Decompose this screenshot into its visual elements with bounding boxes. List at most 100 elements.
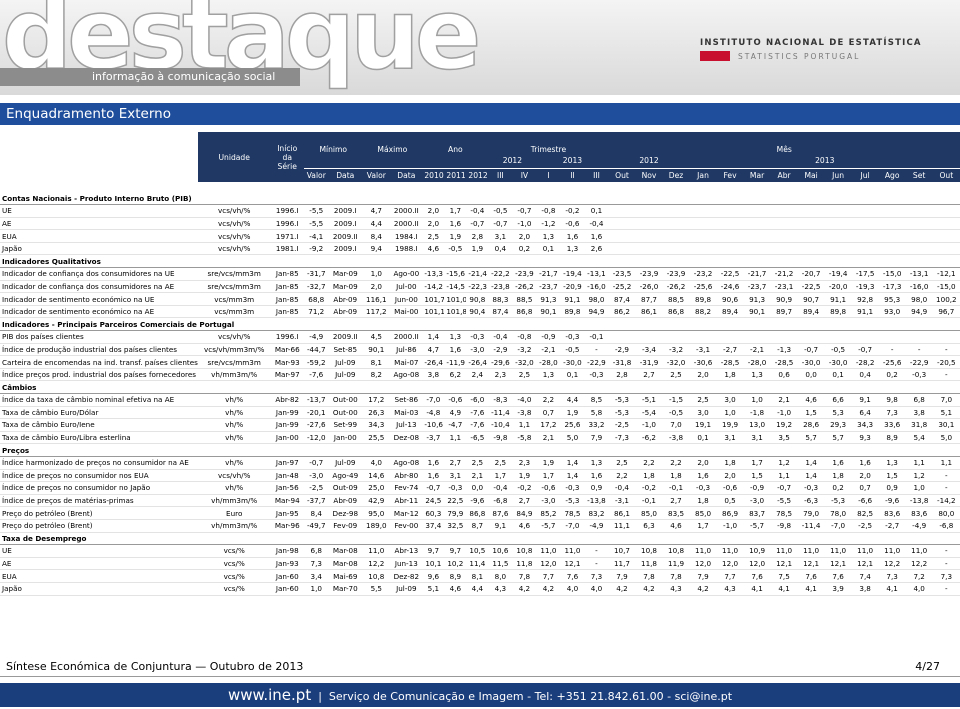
cell: vh/mm3m/% bbox=[198, 494, 271, 508]
cell: -1,0 bbox=[716, 519, 744, 533]
tag-band bbox=[0, 68, 300, 86]
cell: 4,6 bbox=[512, 519, 537, 533]
cell: -26,4 bbox=[466, 355, 489, 369]
cell: 1,8 bbox=[716, 368, 744, 382]
cell: -4,9 bbox=[905, 519, 933, 533]
cell: 32,5 bbox=[444, 519, 467, 533]
row-label: Indicador de sentimento económico na UE bbox=[0, 292, 199, 306]
cell: Dez-82 bbox=[390, 569, 423, 583]
cell: -23,9 bbox=[512, 267, 537, 281]
cell: 22,5 bbox=[444, 494, 467, 508]
cell: Set-99 bbox=[328, 418, 363, 432]
cell: vh/% bbox=[198, 406, 271, 420]
head-cell: Data bbox=[328, 167, 363, 182]
cell: -0,3 bbox=[560, 330, 585, 344]
cell: 2,7 bbox=[512, 494, 537, 508]
cell: 0,0 bbox=[466, 481, 489, 495]
cell: 2,7 bbox=[444, 456, 467, 470]
cell: 2,5 bbox=[466, 456, 489, 470]
section-title: Preços bbox=[0, 443, 960, 457]
cell: 9,1 bbox=[851, 393, 879, 407]
cell: 6,6 bbox=[824, 393, 852, 407]
cell: -28,5 bbox=[770, 355, 798, 369]
cell: 7,8 bbox=[662, 569, 690, 583]
cell: 9,4 bbox=[362, 242, 391, 256]
cell: -6,5 bbox=[466, 431, 489, 445]
cell: 2009.I bbox=[328, 217, 363, 231]
cell: Dez-08 bbox=[390, 431, 423, 445]
cell: -21,4 bbox=[466, 267, 489, 281]
row-label: PIB dos países clientes bbox=[0, 330, 199, 344]
cell: Mai-00 bbox=[390, 305, 423, 319]
cell: 19,9 bbox=[716, 418, 744, 432]
cell: -0,5 bbox=[824, 343, 852, 357]
cell: 1,7 bbox=[536, 469, 561, 483]
cell: 3,5 bbox=[770, 431, 798, 445]
data-row: EUA vcs/% Jan-60 3,4 Mai-69 10,8 Dez-82 9,6 8,9 8… bbox=[0, 569, 960, 583]
cell: 8,0 bbox=[488, 569, 513, 583]
head-cell: Máximo bbox=[362, 132, 423, 168]
empty-cell bbox=[608, 242, 636, 256]
cell: vh/% bbox=[198, 481, 271, 495]
cell: 34,3 bbox=[362, 418, 391, 432]
cell: 2,5 bbox=[488, 456, 513, 470]
cell: Abr-09 bbox=[328, 292, 363, 306]
cell: Jan-85 bbox=[270, 280, 305, 294]
cell: 78,0 bbox=[824, 506, 852, 520]
cell: - bbox=[584, 544, 609, 558]
cell: -19,3 bbox=[851, 280, 879, 294]
cell: -10,6 bbox=[422, 418, 445, 432]
cell: 4,5 bbox=[362, 330, 391, 344]
row-label: Indicador de confiança dos consumidores … bbox=[0, 280, 199, 294]
cell: 2,8 bbox=[466, 229, 489, 243]
cell: -0,2 bbox=[635, 481, 663, 495]
cell: -14,2 bbox=[932, 494, 960, 508]
section-row: Taxa de Desemprego bbox=[0, 532, 960, 546]
cell: vcs/vh/% bbox=[198, 469, 271, 483]
cell: 90,8 bbox=[466, 292, 489, 306]
row-label: AE bbox=[0, 557, 199, 571]
cell: 10,7 bbox=[608, 544, 636, 558]
cell: Set-86 bbox=[390, 393, 423, 407]
cell: -0,7 bbox=[512, 204, 537, 218]
cell: 5,3 bbox=[824, 406, 852, 420]
empty-cell bbox=[851, 204, 879, 218]
cell: 1,3 bbox=[560, 242, 585, 256]
cell: vcs/vh/% bbox=[198, 204, 271, 218]
cell: 79,0 bbox=[797, 506, 825, 520]
cell: Euro bbox=[198, 506, 271, 520]
cell: -4,0 bbox=[512, 393, 537, 407]
empty-cell bbox=[878, 229, 906, 243]
cell: -1,0 bbox=[512, 217, 537, 231]
cell: 10,6 bbox=[488, 544, 513, 558]
cell: -4,1 bbox=[304, 229, 329, 243]
empty-cell bbox=[932, 204, 960, 218]
cell: 30,1 bbox=[932, 418, 960, 432]
cell: 1,0 bbox=[743, 393, 771, 407]
cell: -2,1 bbox=[743, 343, 771, 357]
cell: Jun-13 bbox=[390, 557, 423, 571]
cell: 2,5 bbox=[689, 393, 717, 407]
cell: 96,7 bbox=[932, 305, 960, 319]
cell: 1,6 bbox=[824, 456, 852, 470]
cell: Jan-99 bbox=[270, 406, 305, 420]
cell: -5,5 bbox=[304, 204, 329, 218]
cell: 2,5 bbox=[608, 456, 636, 470]
cell: 7,8 bbox=[512, 569, 537, 583]
cell: -0,3 bbox=[584, 368, 609, 382]
cell: 7,9 bbox=[584, 431, 609, 445]
cell: 11,0 bbox=[362, 544, 391, 558]
cell: 7,3 bbox=[304, 557, 329, 571]
cell: 88,3 bbox=[488, 292, 513, 306]
cell: 5,7 bbox=[797, 431, 825, 445]
spacer bbox=[0, 182, 960, 192]
row-label: Preço do petróleo (Brent) bbox=[0, 519, 199, 533]
cell: 10,8 bbox=[362, 569, 391, 583]
rule bbox=[0, 676, 960, 677]
cell: Mai-69 bbox=[328, 569, 363, 583]
empty-cell bbox=[662, 217, 690, 231]
cell: -4,8 bbox=[422, 406, 445, 420]
cell: Jan-85 bbox=[270, 292, 305, 306]
cell: -5,7 bbox=[536, 519, 561, 533]
row-label: UE bbox=[0, 204, 199, 218]
